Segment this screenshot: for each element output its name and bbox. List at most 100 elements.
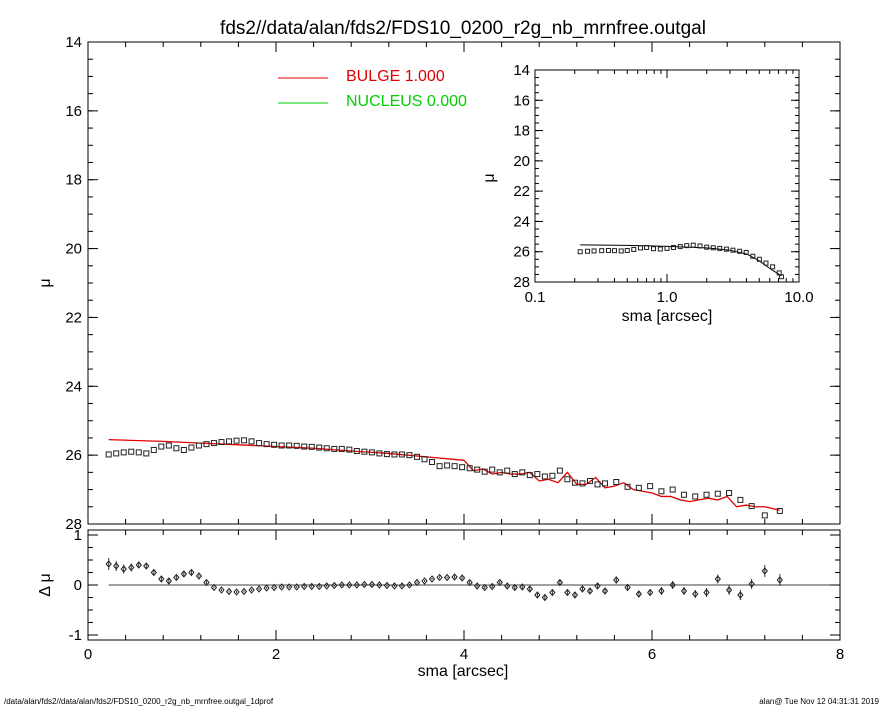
main-data-point: [248, 438, 255, 445]
main-data-point: [549, 472, 556, 479]
inset-data-point: [737, 248, 743, 254]
main-data-point: [489, 466, 496, 473]
main-y-tick-label: 20: [65, 241, 82, 258]
main-data-point: [286, 442, 293, 449]
residual-data-point: [658, 587, 665, 595]
residual-data-point: [496, 578, 503, 587]
residual-data-point: [376, 581, 383, 589]
residual-data-point: [481, 583, 488, 592]
main-profile-panel: 14 16 18 20 22 24 26 28 μ BULGE 1.000 NUCLEUS 0…: [37, 34, 841, 533]
residual-data-point: [635, 590, 642, 598]
main-y-tick-label: 28: [65, 516, 82, 533]
inset-x-tick-label: 0.1: [525, 289, 546, 306]
main-data-point: [105, 451, 112, 458]
main-data-point: [383, 451, 390, 458]
residual-data-point: [703, 588, 710, 597]
main-y-tick-label: 22: [65, 309, 82, 326]
chart-title: fds2//data/alan/fds2/FDS10_0200_r2g_nb_m…: [220, 18, 706, 39]
inset-data-point: [631, 246, 637, 252]
inset-data-point: [591, 248, 597, 254]
main-data-point: [534, 471, 541, 478]
main-data-point: [210, 440, 217, 447]
main-data-point: [361, 448, 368, 455]
residual-y-axis-label: Δ μ: [37, 573, 54, 596]
main-y-tick-label: 18: [65, 172, 82, 189]
main-data-point: [271, 441, 278, 448]
inset-data-point: [770, 264, 776, 270]
residual-data-point: [413, 578, 421, 587]
main-data-point: [466, 465, 473, 472]
main-plot-frame: [87, 41, 841, 525]
residual-data-point: [466, 578, 473, 587]
main-data-point: [135, 449, 142, 456]
residual-data-point: [270, 583, 278, 592]
main-data-point: [761, 512, 768, 519]
main-data-point: [624, 483, 631, 490]
footer-timestamp: alan@ Tue Nov 12 04:31:31 2019: [759, 697, 879, 706]
residual-data-point: [188, 568, 195, 577]
main-data-point: [556, 467, 563, 474]
main-data-point: [316, 444, 323, 451]
main-data-point: [571, 479, 578, 486]
residual-data-point: [316, 582, 323, 591]
residual-data-point: [150, 568, 157, 577]
residual-data-point: [489, 582, 496, 591]
residual-data-point: [278, 583, 285, 591]
residual-data-point: [737, 591, 744, 599]
main-data-point: [669, 486, 676, 493]
residual-data-point: [301, 582, 308, 591]
residual-data-point: [203, 578, 210, 587]
residual-data-point: [586, 587, 594, 595]
main-data-point: [748, 503, 755, 510]
inset-y-tick-label: 14: [513, 62, 530, 79]
main-data-point: [444, 462, 451, 469]
residual-data-point: [669, 581, 676, 589]
main-data-point: [579, 480, 586, 487]
residual-data-point: [680, 587, 688, 595]
main-data-point: [541, 473, 548, 480]
inset-ticks: 14 16 18 20 22 24 26 280.1 1.0 10.0: [513, 62, 813, 306]
main-data-point: [504, 467, 511, 474]
x-tick-label: 6: [648, 646, 656, 663]
x-tick-label: 8: [836, 646, 844, 663]
main-data-point: [233, 437, 240, 444]
residual-data-point: [286, 583, 293, 591]
main-y-ticks: 14 16 18 20 22 24 26 28: [65, 34, 841, 533]
residual-data-point: [549, 588, 556, 597]
inset-data-point: [657, 246, 663, 252]
main-data-point: [737, 496, 744, 503]
main-data-point: [647, 483, 654, 490]
inset-data-point: [624, 248, 630, 254]
residual-data-point: [436, 573, 443, 582]
main-data-point: [226, 438, 232, 445]
residual-data-point: [383, 581, 391, 590]
main-data-point: [120, 449, 127, 456]
legend-nucleus-label: NUCLEUS 0.000: [346, 93, 467, 110]
main-data-point: [726, 490, 733, 497]
inset-y-tick-label: 22: [513, 183, 530, 200]
residual-y-tick-label: -1: [69, 627, 82, 644]
main-data-point: [353, 448, 360, 455]
main-data-point: [323, 445, 330, 452]
footer-file-path: /data/alan/fds2//data/alan/fds2/FDS10_02…: [4, 697, 274, 706]
main-y-tick-label: 26: [65, 447, 82, 464]
residual-data-point: [406, 581, 413, 589]
inset-data-point: [756, 256, 762, 262]
inset-data-point: [618, 248, 624, 254]
main-data-point: [128, 448, 135, 455]
main-data-point: [308, 443, 315, 450]
residual-data-point: [776, 576, 783, 584]
main-data-point: [436, 463, 443, 470]
residual-data-point: [391, 582, 398, 590]
main-data-point: [368, 449, 375, 456]
residual-data-point: [613, 576, 620, 584]
main-data-point: [143, 450, 150, 457]
inset-x-tick-label: 10.0: [784, 289, 813, 306]
inset-data-point: [605, 248, 611, 254]
residual-data-point: [120, 565, 127, 573]
residual-data-point: [195, 572, 203, 580]
residual-data-point: [761, 567, 768, 575]
main-data-point: [301, 443, 308, 450]
